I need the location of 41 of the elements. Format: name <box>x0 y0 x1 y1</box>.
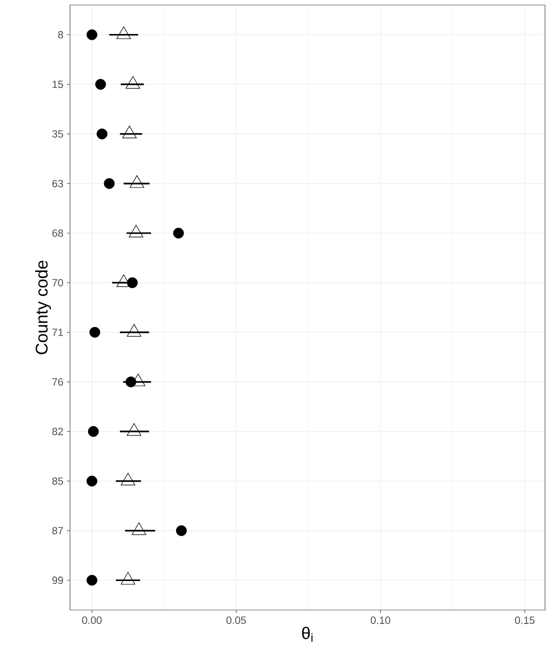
y-tick-label: 87 <box>52 526 63 534</box>
y-axis-title: County code <box>35 260 52 354</box>
point <box>126 376 136 388</box>
point <box>126 324 142 337</box>
point <box>95 78 106 90</box>
point <box>122 126 137 138</box>
y-tick-label: 85 <box>52 477 64 485</box>
x-tick-label: 0.10 <box>370 616 390 624</box>
point <box>89 326 100 338</box>
x-tick-label: 0.00 <box>82 616 102 624</box>
y-tick-label: 70 <box>52 279 64 286</box>
y-tick-label: 99 <box>52 576 63 584</box>
point <box>86 476 98 486</box>
point <box>132 522 146 535</box>
point <box>126 277 138 288</box>
x-axis-title: θ$_{i}$ <box>302 626 312 642</box>
point <box>120 472 136 486</box>
point <box>120 572 136 585</box>
point <box>116 26 131 40</box>
point <box>130 175 144 188</box>
point <box>128 224 144 238</box>
y-tick-label: 35 <box>52 130 64 138</box>
y-tick-label: 68 <box>52 229 64 237</box>
x-tick-label: 0.15 <box>515 616 535 624</box>
point <box>176 525 187 536</box>
point <box>86 29 98 40</box>
x-tick-label: 0.05 <box>226 616 246 624</box>
point <box>96 128 108 140</box>
point <box>126 76 140 89</box>
y-tick-label: 15 <box>52 80 64 88</box>
point <box>88 426 99 437</box>
y-tick-label: 71 <box>52 328 63 336</box>
point <box>116 274 131 287</box>
y-tick-label: 63 <box>52 180 64 188</box>
y-tick-label: 82 <box>52 428 63 436</box>
point <box>86 574 98 586</box>
point <box>126 423 142 436</box>
y-tick-label: 76 <box>52 378 64 386</box>
y-tick-label: 8 <box>58 31 64 38</box>
point <box>173 228 184 238</box>
point <box>104 178 115 189</box>
